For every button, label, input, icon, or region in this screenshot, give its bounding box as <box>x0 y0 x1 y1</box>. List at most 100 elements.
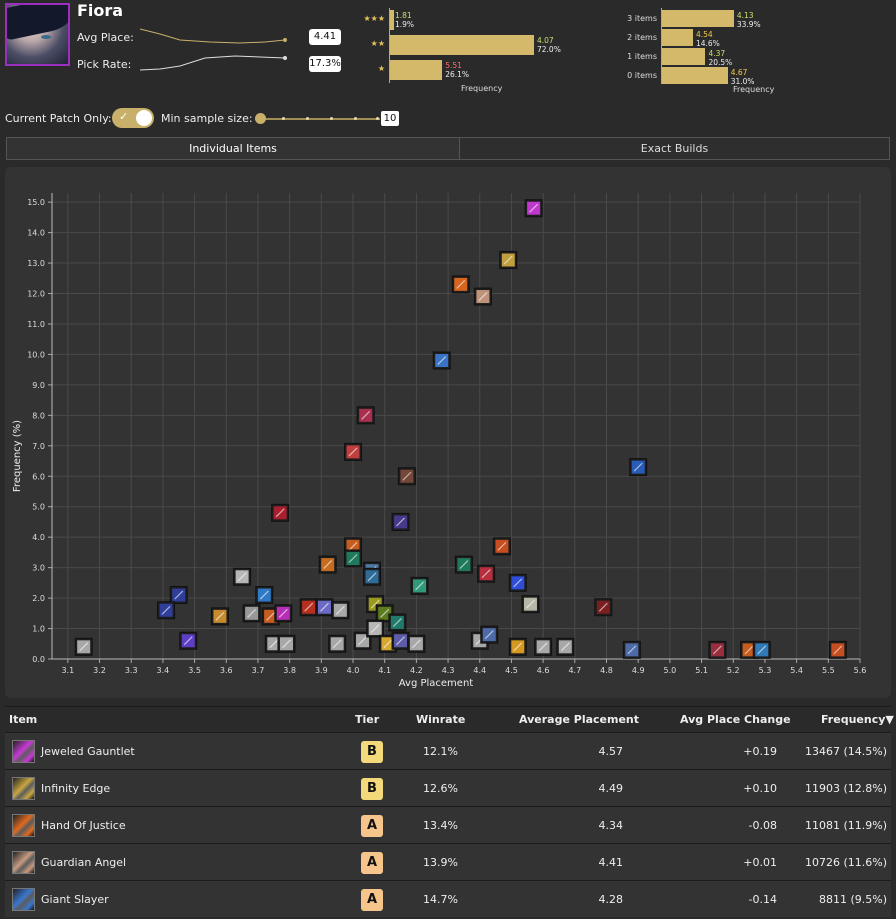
item-point[interactable] <box>594 598 613 617</box>
table-row[interactable]: Guardian Angel A 13.9% 4.41 +0.01 10726 (11.6… <box>5 843 891 880</box>
avg-place-change-value: +0.01 <box>743 856 777 869</box>
item-point[interactable] <box>828 640 847 659</box>
winrate-value: 13.4% <box>423 819 458 832</box>
tier-badge: A <box>361 815 383 837</box>
star-chart-bar[interactable] <box>390 35 534 55</box>
item-point[interactable] <box>318 555 337 574</box>
item-point[interactable] <box>508 573 527 592</box>
header-frequency[interactable]: Frequency▼ <box>821 713 894 726</box>
header-tier[interactable]: Tier <box>355 713 380 726</box>
item-point[interactable] <box>353 631 372 650</box>
items-chart-avg: 4.13 <box>736 11 754 20</box>
item-point[interactable] <box>556 637 575 656</box>
item-point[interactable] <box>363 567 382 586</box>
item-point[interactable] <box>454 555 473 574</box>
champion-portrait <box>5 3 70 66</box>
item-point[interactable] <box>274 604 293 623</box>
item-point[interactable] <box>388 613 407 632</box>
pick-rate-sparkline <box>140 55 287 71</box>
table-header: Item Tier Winrate Average Placement Avg … <box>5 706 894 732</box>
current-patch-label: Current Patch Only: <box>5 112 112 125</box>
star-chart-bar[interactable] <box>390 10 394 30</box>
y-tick-label: 9.0 <box>32 381 45 390</box>
frequency-value: 10726 (11.6%) <box>804 856 887 869</box>
winrate-value: 14.7% <box>423 893 458 906</box>
item-point[interactable] <box>629 458 648 477</box>
items-chart-bar[interactable] <box>662 29 693 46</box>
item-point[interactable] <box>480 625 499 644</box>
slider-thumb[interactable] <box>255 113 266 124</box>
avg-place-value: 4.41 <box>309 29 341 45</box>
item-point[interactable] <box>432 351 451 370</box>
item-point[interactable] <box>508 637 527 656</box>
item-point[interactable] <box>277 634 296 653</box>
item-point[interactable] <box>407 634 426 653</box>
header-item[interactable]: Item <box>9 713 38 726</box>
star-chart-bar[interactable] <box>390 60 443 80</box>
header-avg-place-change[interactable]: Avg Place Change <box>680 713 791 726</box>
item-point[interactable] <box>356 406 375 425</box>
item-point[interactable] <box>157 601 176 620</box>
min-sample-label: Min sample size: <box>161 112 253 125</box>
item-point[interactable] <box>169 586 188 605</box>
item-point[interactable] <box>391 631 410 650</box>
y-tick-label: 1.0 <box>32 625 45 634</box>
tab-individual-items[interactable]: Individual Items <box>6 137 460 160</box>
item-point[interactable] <box>233 567 252 586</box>
item-point[interactable] <box>391 512 410 531</box>
item-point[interactable] <box>397 467 416 486</box>
champion-name: Fiora <box>77 1 124 20</box>
item-point[interactable] <box>521 595 540 614</box>
tab-exact-builds[interactable]: Exact Builds <box>459 137 890 160</box>
item-point[interactable] <box>74 637 93 656</box>
item-point[interactable] <box>315 598 334 617</box>
x-tick-label: 3.2 <box>93 666 106 675</box>
star-chart-axis-label: Frequency <box>461 84 503 93</box>
item-point[interactable] <box>499 251 518 270</box>
items-chart-bar[interactable] <box>662 67 728 84</box>
item-point[interactable] <box>242 604 261 623</box>
star-chart-freq: 26.1% <box>445 70 470 79</box>
item-point[interactable] <box>410 576 429 595</box>
table-row[interactable]: Giant Slayer A 14.7% 4.28 -0.14 8811 (9.5%) <box>5 880 891 917</box>
pick-rate-label: Pick Rate: <box>77 58 132 71</box>
items-chart-freq: 20.5% <box>708 58 733 67</box>
hand-of-justice-icon <box>12 814 35 837</box>
item-point[interactable] <box>328 634 347 653</box>
min-sample-value[interactable]: 10 <box>381 111 399 126</box>
x-tick-label: 3.8 <box>283 666 296 675</box>
item-point[interactable] <box>752 640 771 659</box>
item-point[interactable] <box>492 537 511 556</box>
table-row[interactable]: Hand Of Justice A 13.4% 4.34 -0.08 11081 (11.… <box>5 806 891 843</box>
item-point[interactable] <box>622 640 641 659</box>
item-point[interactable] <box>331 601 350 620</box>
tier-badge: A <box>361 852 383 874</box>
item-point[interactable] <box>473 287 492 306</box>
item-point[interactable] <box>179 631 198 650</box>
table-row[interactable]: Infinity Edge B 12.6% 4.49 +0.10 11903 (12.8%… <box>5 769 891 806</box>
item-point[interactable] <box>534 637 553 656</box>
item-point[interactable] <box>477 564 496 583</box>
y-axis-label: Frequency (%) <box>12 420 23 492</box>
items-chart-bar[interactable] <box>662 48 706 65</box>
current-patch-toggle[interactable]: ✓ <box>112 108 154 128</box>
item-point[interactable] <box>524 199 543 218</box>
table-row[interactable]: Jeweled Gauntlet B 12.1% 4.57 +0.19 13467 (14… <box>5 732 891 769</box>
header-avg-placement[interactable]: Average Placement <box>519 713 640 726</box>
y-tick-label: 2.0 <box>32 594 45 603</box>
item-point[interactable] <box>344 442 363 461</box>
y-tick-label: 0.0 <box>32 655 45 664</box>
item-point[interactable] <box>708 640 727 659</box>
item-point[interactable] <box>210 607 229 626</box>
item-point[interactable] <box>451 275 470 294</box>
header-winrate[interactable]: Winrate <box>416 713 466 726</box>
items-chart-bar[interactable] <box>662 10 734 27</box>
x-tick-label: 4.8 <box>600 666 613 675</box>
item-point[interactable] <box>344 549 363 568</box>
item-point[interactable] <box>255 586 274 605</box>
tier-badge: A <box>361 889 383 911</box>
min-sample-slider[interactable] <box>255 113 380 124</box>
item-point[interactable] <box>271 503 290 522</box>
item-point[interactable] <box>366 619 385 638</box>
item-point[interactable] <box>299 598 318 617</box>
